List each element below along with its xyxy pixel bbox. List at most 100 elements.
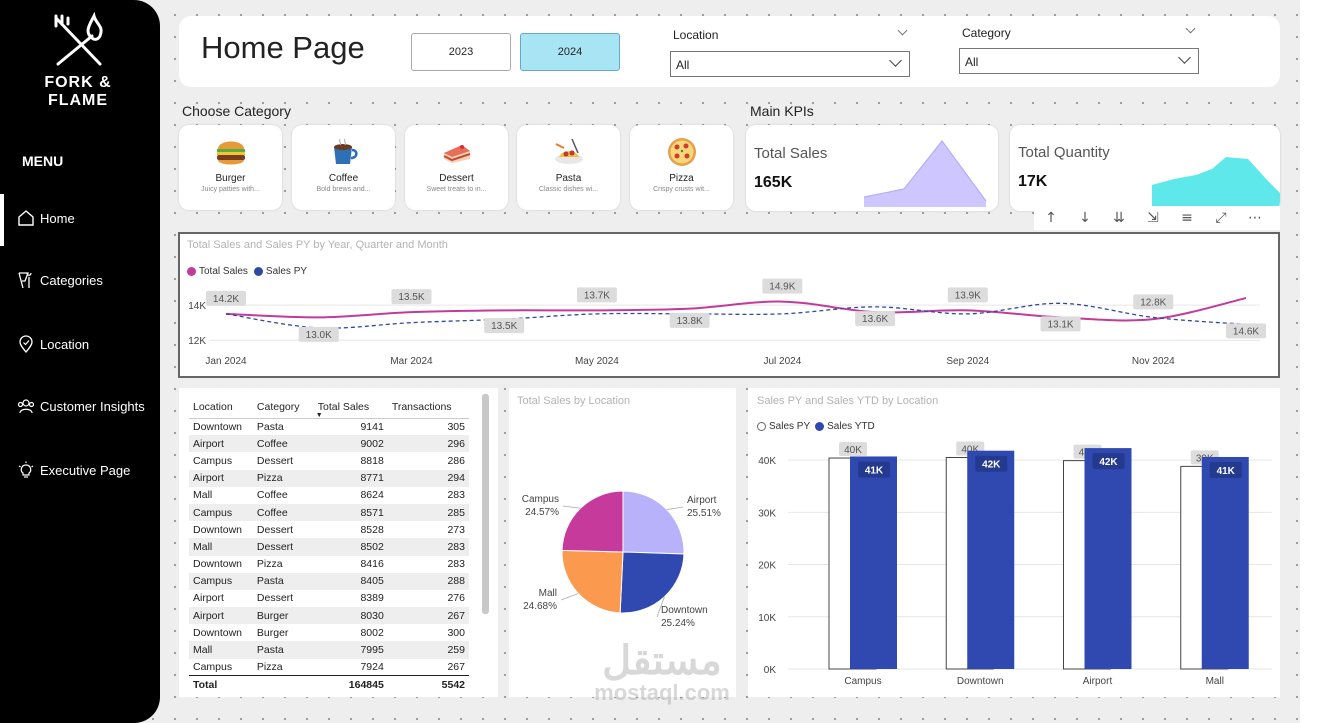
drill-up-icon[interactable]: ↑	[1045, 210, 1057, 226]
leader-line	[666, 506, 684, 510]
table-row[interactable]: Mall Dessert 8502 283	[189, 538, 469, 556]
table-row[interactable]: Mall Coffee 8624 283	[189, 487, 469, 504]
total-sales-cell: 8502	[313, 538, 388, 556]
pie-slice-airport[interactable]	[622, 490, 685, 555]
series-line-sales-py[interactable]	[225, 302, 1247, 329]
table-row[interactable]: Downtown Dessert 8528 273	[189, 521, 469, 538]
category-card-pasta[interactable]: Pasta Classic dishes wi...	[517, 125, 620, 210]
sales-by-location-pie-card[interactable]: Total Sales by Location Airport 25.51% Dow…	[509, 388, 736, 697]
x-tick-label: May 2024	[575, 356, 619, 367]
sidebar-item-categories[interactable]: Categories	[0, 256, 160, 304]
column-header-transactions[interactable]: Transactions	[387, 396, 469, 419]
table-row[interactable]: Airport Pizza 8771 294	[189, 469, 469, 487]
data-label: 41K	[1217, 466, 1236, 477]
slice-category-label: Mall	[539, 588, 557, 599]
column-header-total-sales[interactable]: Total Sales ▼	[313, 396, 388, 419]
category-card-dessert[interactable]: Dessert Sweet treats to in...	[405, 125, 508, 210]
category-description: Classic dishes wi...	[538, 186, 599, 193]
filter-icon[interactable]: ≡	[1181, 210, 1193, 226]
sales-trend-line-chart[interactable]: Total Sales and Sales PY by Year, Quarte…	[178, 232, 1280, 378]
total-sales-cell: 7995	[313, 641, 388, 659]
table-row[interactable]: Downtown Pizza 8416 283	[189, 556, 469, 573]
bar-sales-ytd[interactable]	[967, 450, 1015, 669]
legend-label: Sales PY	[265, 266, 308, 277]
total-sales-cell: 8818	[360, 454, 384, 467]
legend-marker	[187, 267, 196, 276]
category-cell: Pasta	[252, 641, 314, 659]
table-row[interactable]: Airport Coffee 9002 296	[189, 435, 469, 453]
pie-slice-mall[interactable]	[561, 549, 624, 614]
category-cell: Dessert	[256, 523, 294, 536]
total-sales-cell: 8002	[360, 626, 384, 639]
table-row[interactable]: Downtown Burger 8002 300	[189, 624, 469, 641]
x-tick-label: Jul 2024	[763, 356, 801, 367]
data-label: 13.6K	[862, 314, 888, 325]
table-row[interactable]: Mall Pasta 7995 259	[189, 641, 469, 659]
year-2024-button[interactable]: 2024	[520, 33, 620, 71]
users-icon	[16, 396, 36, 416]
leader-line	[656, 596, 665, 618]
sidebar-item-executive-page[interactable]: Executive Page	[0, 446, 160, 494]
location-cell: Campus	[193, 454, 233, 467]
coffee-icon	[333, 138, 358, 164]
year-2023-button[interactable]: 2023	[411, 33, 511, 71]
pie-slice-campus[interactable]	[561, 490, 624, 553]
x-category-label: Downtown	[957, 676, 1004, 687]
column-header-category[interactable]: Category	[252, 396, 314, 419]
location-cell: Airport	[193, 592, 224, 605]
drill-hierarchy-icon[interactable]: ⇲	[1147, 210, 1159, 226]
x-category-label: Campus	[844, 676, 881, 687]
data-label-background	[576, 287, 617, 303]
kpi-label: Total Sales	[754, 145, 828, 162]
data-label: 40K	[961, 445, 979, 456]
table-row[interactable]: Campus Coffee 8571 285	[189, 503, 469, 522]
total-sales-cell: 8571	[313, 503, 388, 522]
chart-legend: Sales PY Sales YTD	[757, 421, 875, 432]
y-tick-label: 0K	[764, 665, 777, 676]
drill-down-icon[interactable]: ↓	[1079, 210, 1091, 226]
category-card-pizza[interactable]: Pizza Crispy crusts wit...	[630, 125, 733, 210]
data-label-background	[484, 318, 525, 334]
choose-category-title: Choose Category	[182, 103, 291, 119]
sidebar-item-home[interactable]: Home	[0, 194, 160, 246]
bar-sales-ytd[interactable]	[1084, 448, 1132, 669]
legend-marker	[815, 422, 825, 431]
sidebar-item-customer-insights[interactable]: Customer Insights	[0, 382, 160, 430]
table-row[interactable]: Campus Pizza 7924 267	[189, 659, 469, 676]
pie-slice-downtown[interactable]	[619, 551, 685, 614]
category-cell: Pizza	[256, 558, 283, 571]
category-cell: Pizza	[256, 660, 283, 673]
table-row[interactable]: Airport Burger 8030 267	[189, 607, 469, 625]
category-card-coffee[interactable]: Coffee Bold brews and...	[292, 125, 395, 210]
table-row[interactable]: Downtown Pasta 9141 305	[189, 418, 469, 435]
total-sales-sparkline	[864, 140, 987, 207]
total-transactions-value: 5542	[387, 675, 469, 694]
category-card-burger[interactable]: Burger Juicy patties with...	[179, 125, 282, 210]
data-label: 13.1K	[1047, 319, 1073, 330]
more-options-icon[interactable]: ⋯	[1248, 210, 1262, 226]
table-row[interactable]: Campus Pasta 8405 288	[189, 572, 469, 590]
sales-py-ytd-bar-card[interactable]: Sales PY and Sales YTD by Location Sales…	[748, 388, 1280, 697]
category-cell: Dessert	[256, 592, 294, 605]
location-filter-dropdown[interactable]: All	[670, 51, 910, 77]
location-cell: Mall	[189, 641, 253, 659]
slice-percent-label: 24.68%	[523, 601, 557, 612]
sidebar-item-label: Home	[40, 210, 75, 226]
bar-sales-ytd[interactable]	[850, 456, 897, 669]
category-description: Juicy patties with...	[201, 186, 260, 193]
table-scrollbar[interactable]	[482, 394, 489, 614]
focus-mode-icon[interactable]: ⤢	[1215, 210, 1227, 226]
expand-all-icon[interactable]: ⇊	[1113, 210, 1125, 226]
sidebar-item-location[interactable]: Location	[0, 320, 160, 368]
category-filter-dropdown[interactable]: All	[959, 48, 1199, 74]
transactions-cell: 296	[387, 435, 469, 453]
table-row[interactable]: Airport Dessert 8389 276	[189, 590, 469, 607]
chevron-down-icon[interactable]	[897, 25, 908, 36]
table-row[interactable]: Campus Dessert 8818 286	[189, 452, 469, 469]
column-header-location[interactable]: Location	[189, 396, 253, 419]
total-sales-cell: 8030	[313, 607, 388, 625]
pizza-icon	[667, 138, 696, 166]
series-line-total-sales[interactable]	[225, 297, 1247, 322]
bar-sales-ytd[interactable]	[1201, 456, 1249, 669]
chevron-down-icon[interactable]	[1185, 23, 1196, 34]
